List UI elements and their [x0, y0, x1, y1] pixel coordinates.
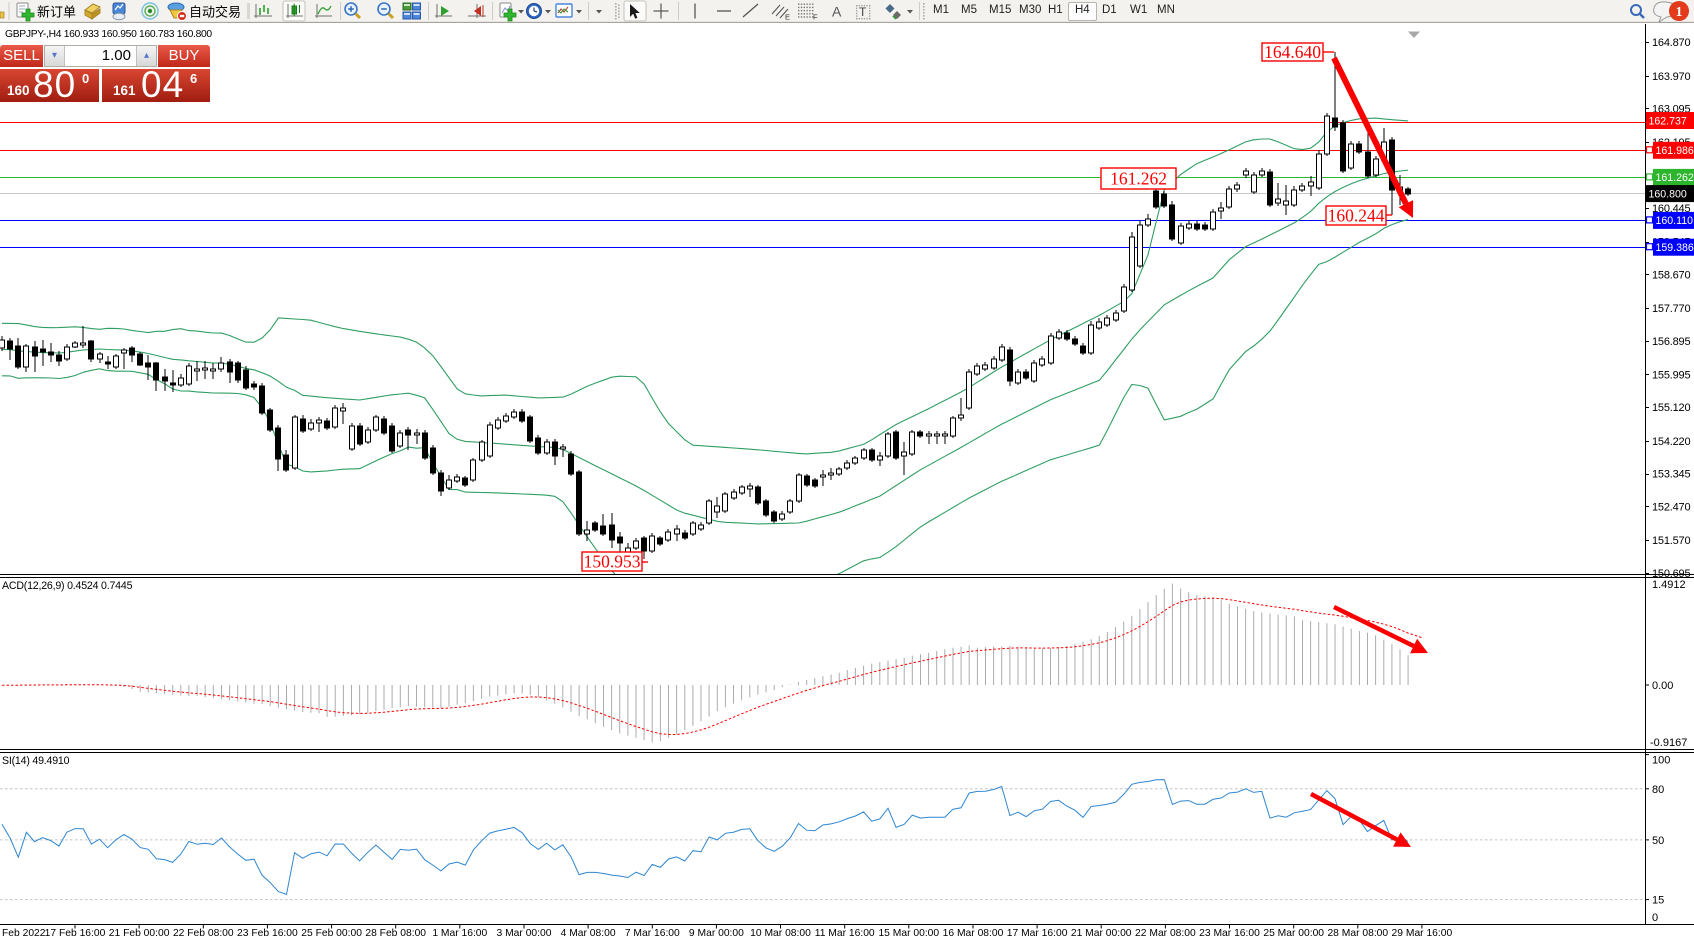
svg-text:23 Mar 16:00: 23 Mar 16:00: [1199, 928, 1260, 939]
svg-text:21 Mar 00:00: 21 Mar 00:00: [1071, 928, 1132, 939]
svg-text:156.895: 156.895: [1652, 336, 1690, 348]
svg-text:GBPJPY-,H4 160.933 160.950 16: GBPJPY-,H4 160.933 160.950 160.783 160.8…: [5, 29, 212, 40]
svg-text:SI(14) 49.4910: SI(14) 49.4910: [2, 755, 70, 767]
svg-text:9 Mar 00:00: 9 Mar 00:00: [689, 928, 744, 939]
svg-text:153.345: 153.345: [1652, 469, 1690, 481]
svg-text:164.870: 164.870: [1652, 37, 1690, 49]
svg-text:17 Mar 16:00: 17 Mar 16:00: [1007, 928, 1068, 939]
svg-text:160.800: 160.800: [1649, 188, 1687, 200]
svg-text:162.737: 162.737: [1649, 115, 1687, 127]
svg-text:158.670: 158.670: [1652, 269, 1690, 281]
svg-text:157.770: 157.770: [1652, 303, 1690, 315]
svg-text:3 Mar 00:00: 3 Mar 00:00: [497, 928, 552, 939]
svg-text:A: A: [832, 4, 842, 20]
svg-text:28 Feb 08:00: 28 Feb 08:00: [365, 928, 426, 939]
svg-text:17 Feb 16:00: 17 Feb 16:00: [45, 928, 106, 939]
svg-text:16 Mar 08:00: 16 Mar 08:00: [943, 928, 1004, 939]
svg-text:F: F: [813, 13, 818, 22]
svg-text:150.953: 150.953: [584, 551, 641, 571]
svg-text:11 Mar 16:00: 11 Mar 16:00: [815, 928, 875, 939]
svg-text:100: 100: [1652, 755, 1670, 767]
svg-text:15: 15: [1652, 895, 1664, 907]
svg-text:152.470: 152.470: [1652, 501, 1690, 513]
svg-text:25 Mar 00:00: 25 Mar 00:00: [1263, 928, 1324, 939]
svg-text:1: 1: [1676, 5, 1683, 20]
svg-text:155.120: 155.120: [1652, 402, 1690, 414]
svg-text:0.00: 0.00: [1652, 680, 1673, 692]
svg-text:21 Feb 00:00: 21 Feb 00:00: [109, 928, 170, 939]
svg-text:28 Mar 08:00: 28 Mar 08:00: [1327, 928, 1388, 939]
svg-text:ACD(12,26,9) 0.4524 0.7445: ACD(12,26,9) 0.4524 0.7445: [2, 580, 133, 592]
svg-text:25 Feb 00:00: 25 Feb 00:00: [301, 928, 362, 939]
svg-text:50: 50: [1652, 835, 1664, 847]
svg-text:23 Feb 16:00: 23 Feb 16:00: [237, 928, 298, 939]
svg-text:160.244: 160.244: [1328, 205, 1385, 225]
svg-text:T: T: [859, 5, 867, 19]
svg-text:4 Mar 08:00: 4 Mar 08:00: [561, 928, 616, 939]
svg-text:1 Mar 16:00: 1 Mar 16:00: [432, 928, 487, 939]
svg-text:15 Mar 00:00: 15 Mar 00:00: [878, 928, 939, 939]
svg-text:154.220: 154.220: [1652, 436, 1690, 448]
svg-text:160.110: 160.110: [1656, 215, 1694, 227]
svg-text:22 Mar 08:00: 22 Mar 08:00: [1135, 928, 1196, 939]
svg-text:E: E: [785, 13, 790, 22]
svg-text:164.640: 164.640: [1264, 42, 1321, 62]
svg-text:29 Mar 16:00: 29 Mar 16:00: [1392, 928, 1453, 939]
svg-text:新订单: 新订单: [37, 5, 76, 20]
svg-text:151.570: 151.570: [1652, 535, 1690, 547]
svg-text:80: 80: [1652, 784, 1664, 796]
svg-text:Feb 2022: Feb 2022: [2, 928, 46, 939]
svg-text:159.386: 159.386: [1656, 242, 1694, 254]
svg-text:-0.9167: -0.9167: [1650, 737, 1687, 749]
svg-text:22 Feb 08:00: 22 Feb 08:00: [173, 928, 234, 939]
svg-text:0: 0: [1652, 912, 1658, 924]
svg-text:1.4912: 1.4912: [1652, 579, 1686, 591]
svg-text:10 Mar 08:00: 10 Mar 08:00: [750, 928, 811, 939]
svg-text:150.695: 150.695: [1652, 568, 1690, 580]
svg-text:160.445: 160.445: [1652, 203, 1690, 215]
svg-text:155.995: 155.995: [1652, 370, 1690, 382]
svg-text:自动交易: 自动交易: [189, 5, 241, 20]
svg-text:7 Mar 16:00: 7 Mar 16:00: [625, 928, 680, 939]
svg-text:161.262: 161.262: [1110, 168, 1167, 188]
svg-text:161.986: 161.986: [1656, 145, 1694, 157]
svg-text:161.262: 161.262: [1656, 172, 1694, 184]
svg-text:163.970: 163.970: [1652, 71, 1690, 83]
